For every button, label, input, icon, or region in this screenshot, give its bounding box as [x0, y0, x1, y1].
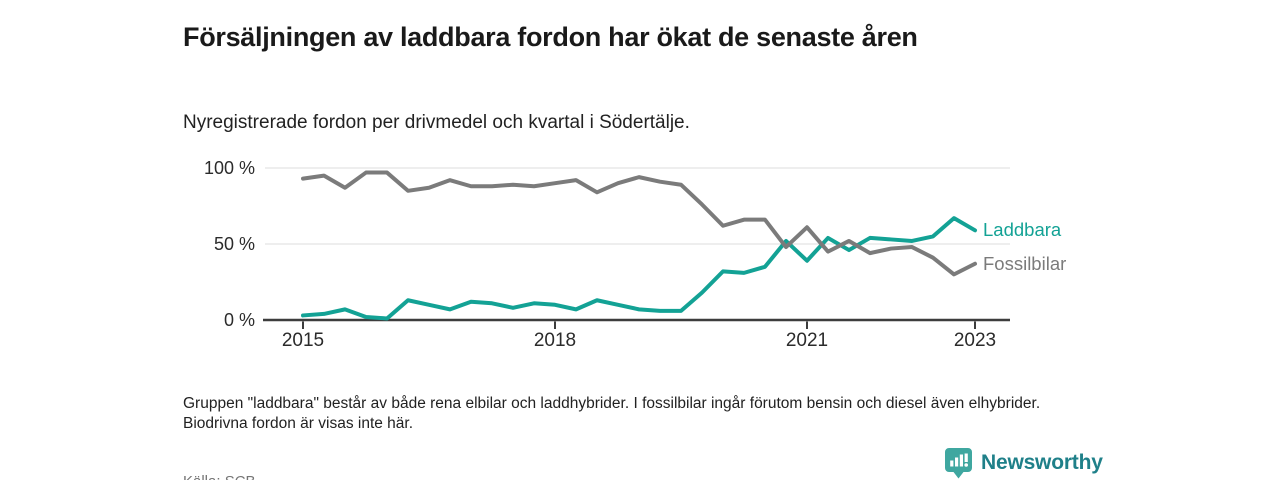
series-label-laddbara: Laddbara [983, 219, 1062, 241]
y-tick-label-100: 100 % [203, 158, 255, 178]
y-tick-label-50: 50 % [213, 234, 255, 254]
x-tick-label-2023: 2023 [953, 330, 997, 351]
x-tick-label-2015: 2015 [281, 330, 325, 351]
newsworthy-wordmark: Newsworthy [981, 451, 1103, 474]
series-line-laddbara [301, 216, 977, 321]
newsworthy-logo-icon [945, 447, 972, 478]
series-line-fossilbilar [301, 170, 977, 277]
chart-subtitle: Nyregistrerade fordon per drivmedel och … [183, 112, 690, 133]
series-label-fossilbilar: Fossilbilar [983, 252, 1067, 274]
source-attribution: Källa: SCB [183, 473, 256, 480]
newsworthy-logo: Newsworthy [944, 445, 1103, 480]
y-tick-label-0: 0 % [223, 310, 255, 330]
x-tick-label-2018: 2018 [533, 330, 577, 351]
x-tick-label-2021: 2021 [785, 330, 829, 351]
page-title: Försäljningen av laddbara fordon har öka… [183, 22, 918, 53]
chart-footnote: Gruppen "laddbara" består av både rena e… [183, 394, 1041, 433]
